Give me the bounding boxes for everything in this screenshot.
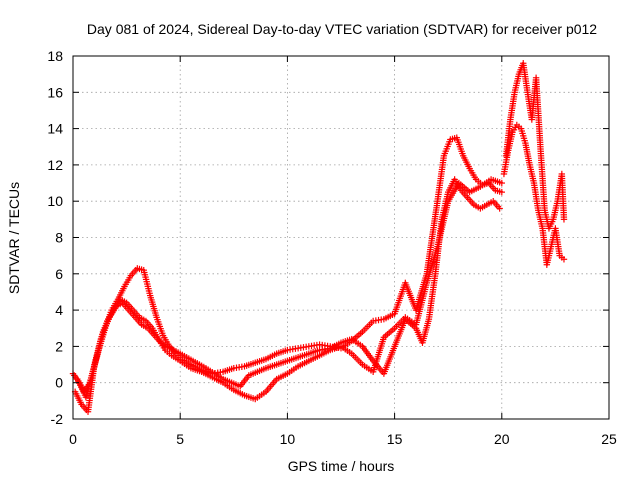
y-tick-label: 14 xyxy=(47,121,63,137)
y-tick-label: 6 xyxy=(55,266,63,282)
x-tick-label: 20 xyxy=(494,431,510,447)
y-axis-title: SDTVAR / TECUs xyxy=(6,182,22,294)
y-tick-label: 0 xyxy=(55,375,63,391)
y-tick-label: 18 xyxy=(47,48,63,64)
chart-title: Day 081 of 2024, Sidereal Day-to-day VTE… xyxy=(87,21,597,37)
series-track-b xyxy=(71,176,505,415)
data-point xyxy=(560,216,568,223)
series-track-e xyxy=(500,121,568,268)
y-tick-label: 10 xyxy=(47,193,63,209)
y-tick-label: -2 xyxy=(51,411,64,427)
series-track-c xyxy=(74,176,503,395)
data-point xyxy=(498,188,505,196)
series-track-d xyxy=(502,60,568,232)
data-marks xyxy=(69,60,568,415)
x-axis-title: GPS time / hours xyxy=(288,458,395,474)
y-tick-label: 8 xyxy=(55,230,63,246)
x-axis-tick-labels: 0 5 10 15 20 25 xyxy=(69,431,617,447)
x-tick-label: 5 xyxy=(176,431,184,447)
axis-ticks xyxy=(72,55,610,420)
y-axis-tick-labels: -2 0 2 4 6 8 10 12 14 16 18 xyxy=(47,48,63,427)
data-point xyxy=(498,179,505,187)
x-tick-label: 15 xyxy=(387,431,403,447)
x-tick-label: 10 xyxy=(280,431,296,447)
x-tick-label: 0 xyxy=(69,431,77,447)
y-tick-label: 16 xyxy=(47,84,63,100)
data-point xyxy=(560,256,568,263)
x-tick-label: 25 xyxy=(601,431,617,447)
y-tick-label: 4 xyxy=(55,302,63,318)
y-tick-label: 12 xyxy=(47,157,63,173)
data-point xyxy=(496,205,503,212)
y-tick-label: 2 xyxy=(55,338,63,354)
